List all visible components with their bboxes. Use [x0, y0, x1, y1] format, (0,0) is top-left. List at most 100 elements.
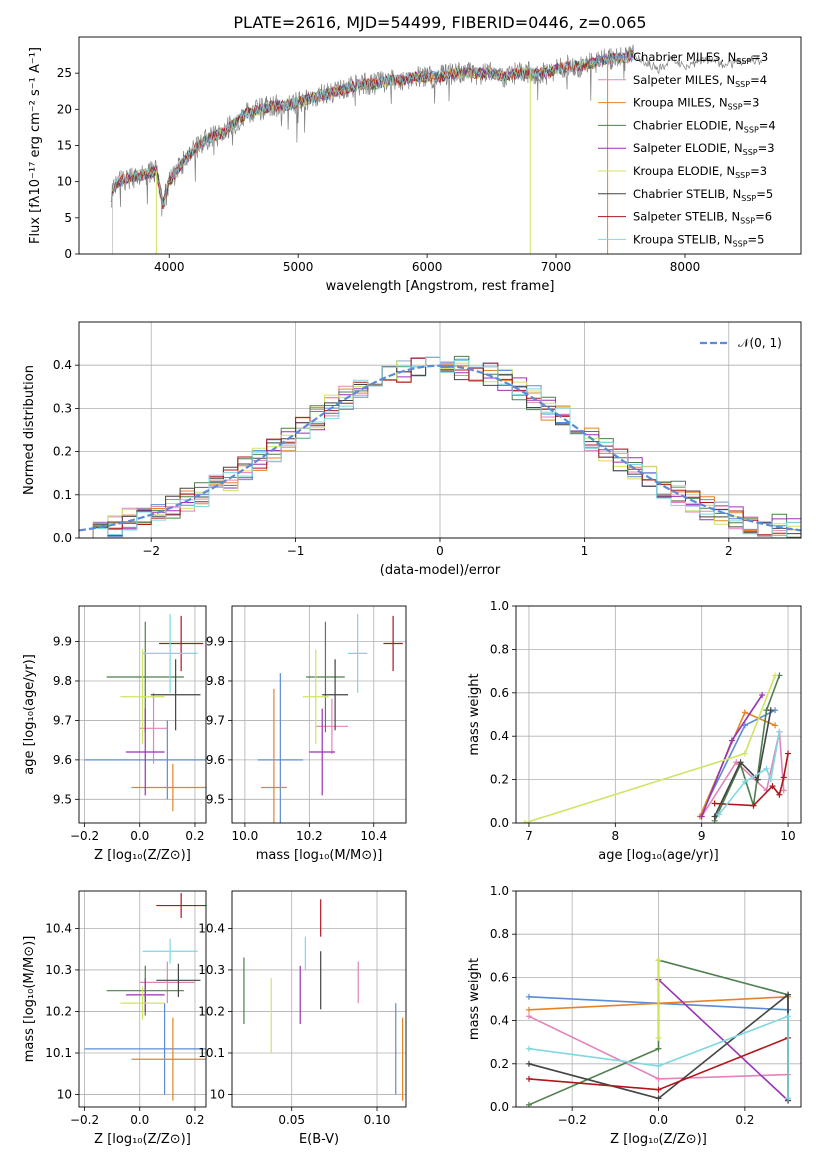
legend-label-text: Salpeter STELIB, N: [633, 210, 740, 224]
legend-label-sub: SSP: [728, 103, 743, 112]
x-tick-label: 0.10: [364, 1113, 391, 1127]
gaussian-legend-label: 𝒩(0, 1): [738, 336, 782, 350]
x-axis-label: age [log₁₀(age/yr)]: [598, 848, 719, 863]
y-tick-label: 10.2: [45, 1004, 72, 1018]
x-axis-label: E(B-V): [299, 1132, 339, 1147]
plot-residuals: −2 −1 0 1 2 0.0 0.1 0.2 0.3 0.4 (data-model)/error…: [22, 321, 802, 578]
y-tick-label: 1.0: [490, 599, 509, 613]
y-tick-label: 10.1: [45, 1046, 72, 1060]
x-tick-label: 10.0: [232, 829, 259, 843]
plot-area-age-vs-mass: [257, 613, 403, 823]
y-tick-label: 0.6: [490, 686, 509, 700]
x-tick-label: 0.0: [130, 1113, 149, 1127]
x-tick-label: 1: [581, 544, 589, 558]
model-spectrum-line: [110, 49, 634, 203]
weight-line: [657, 979, 789, 1102]
x-tick-label: 9: [698, 829, 706, 843]
x-tick-label: −1: [287, 544, 305, 558]
y-tick-label: 0.1: [53, 488, 72, 502]
legend-label-text: Chabrier STELIB, N: [633, 187, 741, 201]
y-tick-label: 10.3: [45, 963, 72, 977]
x-tick-label: 10: [780, 829, 795, 843]
legend-label-tail: =4: [750, 73, 767, 87]
y-tick-label: 0.6: [490, 970, 509, 984]
y-tick-label: 15: [57, 139, 72, 153]
y-axis-label: mass weight: [467, 673, 482, 755]
legend-label: Chabrier ELODIE, NSSP=4: [633, 118, 776, 134]
x-tick-label: 7: [525, 829, 533, 843]
x-tick-label: 8000: [670, 260, 701, 274]
legend-label-text: Salpeter ELODIE, N: [633, 141, 743, 155]
plot-weight-vs-age: 7 8 9 10 0.0 0.2 0.4 0.6 0.8 1.0 age [log₁₀(age/yr…: [467, 599, 802, 863]
legend-label-sub: SSP: [735, 80, 750, 89]
legend-label: Chabrier STELIB, NSSP=5: [633, 187, 773, 203]
y-tick-label: 9.8: [206, 674, 225, 688]
gaussian-curve: [79, 364, 801, 532]
axes-frame: [515, 890, 802, 1108]
legend-label: Kroupa MILES, NSSP=3: [633, 96, 759, 112]
x-tick-label: −0.2: [70, 1113, 99, 1127]
y-tick-label: 10.4: [198, 921, 225, 935]
x-axis-label: (data-model)/error: [380, 563, 501, 578]
legend-label-sub: SSP: [735, 171, 750, 180]
x-tick-label: 0.2: [735, 1113, 754, 1127]
legend-label-tail: =5: [756, 187, 773, 201]
y-tick-label: 0.2: [53, 445, 72, 459]
legend-label-tail: =3: [758, 141, 775, 155]
x-axis-label: Z [log₁₀(Z/Z⊙)]: [610, 1132, 707, 1147]
y-axis-label: Normed distribution: [22, 365, 37, 495]
x-tick-label: 4000: [154, 260, 185, 274]
plot-weight-vs-Z: −0.2 0.0 0.2 0.0 0.2 0.4 0.6 0.8 1.0 Z [log₁₀(Z/Z…: [467, 884, 802, 1147]
legend-label-tail: =3: [743, 96, 760, 110]
figure-title: PLATE=2616, MJD=54499, FIBERID=0446, z=0…: [233, 13, 646, 32]
legend-label-text: Kroupa MILES, N: [633, 96, 728, 110]
y-tick-label: 0.3: [53, 401, 72, 415]
plot-area-weight-vs-Z: [525, 957, 792, 1107]
y-tick-label: 0.8: [490, 642, 509, 656]
legend-label-tail: =4: [759, 118, 776, 132]
y-tick-label: 0.4: [490, 729, 509, 743]
x-tick-label: 0.0: [130, 829, 149, 843]
y-tick-label: 9.6: [53, 753, 72, 767]
y-tick-label: 0.2: [490, 1057, 509, 1071]
axes-frame: [78, 321, 802, 539]
plot-spectrum: 4000 5000 6000 7000 8000 0 5 10 15 20 25 wavelength…: [28, 36, 802, 294]
y-tick-label: 0.4: [53, 358, 72, 372]
x-tick-label: 5000: [283, 260, 314, 274]
axes-frame: [231, 605, 407, 824]
legend-label-text: Salpeter MILES, N: [633, 73, 735, 87]
x-tick-label: 0: [436, 544, 444, 558]
x-tick-label: 0.2: [185, 1113, 204, 1127]
plot-age-vs-Z: −0.2 0.0 0.2 9.5 9.6 9.7 9.8 9.9 Z [log₁₀(Z/Z⊙)]…: [22, 605, 207, 863]
legend-label-text: Chabrier MILES, N: [633, 50, 736, 64]
legend-label-text: Chabrier ELODIE, N: [633, 118, 744, 132]
x-tick-label: 2: [725, 544, 733, 558]
y-tick-label: 10: [57, 175, 72, 189]
y-axis-label: mass [log₁₀(M/M⊙)]: [22, 936, 37, 1063]
y-tick-label: 0.8: [490, 927, 509, 941]
y-axis-label: Flux [fλ10⁻¹⁷ erg cm⁻² s⁻¹ A⁻¹]: [28, 47, 43, 244]
y-tick-label: 0: [64, 247, 72, 261]
y-tick-label: 9.5: [206, 792, 225, 806]
plot-mass-vs-Z: −0.2 0.0 0.2 10 10.1 10.2 10.3 10.4 Z [log₁₀(Z/Z…: [22, 890, 207, 1147]
y-tick-label: 9.8: [53, 674, 72, 688]
legend-label-tail: =3: [750, 164, 767, 178]
weight-line: [528, 1015, 789, 1099]
x-tick-label: 0.05: [278, 1113, 305, 1127]
plot-area-spectrum: [110, 44, 763, 254]
legend-label-tail: =5: [748, 232, 765, 246]
legend-label-sub: SSP: [744, 125, 759, 134]
y-tick-label: 10: [57, 1088, 72, 1102]
plot-age-vs-mass: 10.0 10.2 10.4 9.5 9.6 9.7 9.8 9.9 mass [log₁₀(M…: [206, 605, 407, 863]
x-axis-label: mass [log₁₀(M/M⊙)]: [256, 848, 383, 863]
model-spectrum-line: [110, 51, 634, 206]
x-tick-label: 8: [611, 829, 619, 843]
y-tick-label: 9.6: [206, 753, 225, 767]
plot-area-residuals: [79, 355, 801, 538]
legend-label: Salpeter STELIB, NSSP=6: [633, 210, 772, 226]
plot-mass-vs-ebv: 0.05 0.10 10 10.1 10.2 10.3 10.4 E(B-V): [198, 890, 407, 1147]
legend-label-tail: =6: [755, 210, 772, 224]
